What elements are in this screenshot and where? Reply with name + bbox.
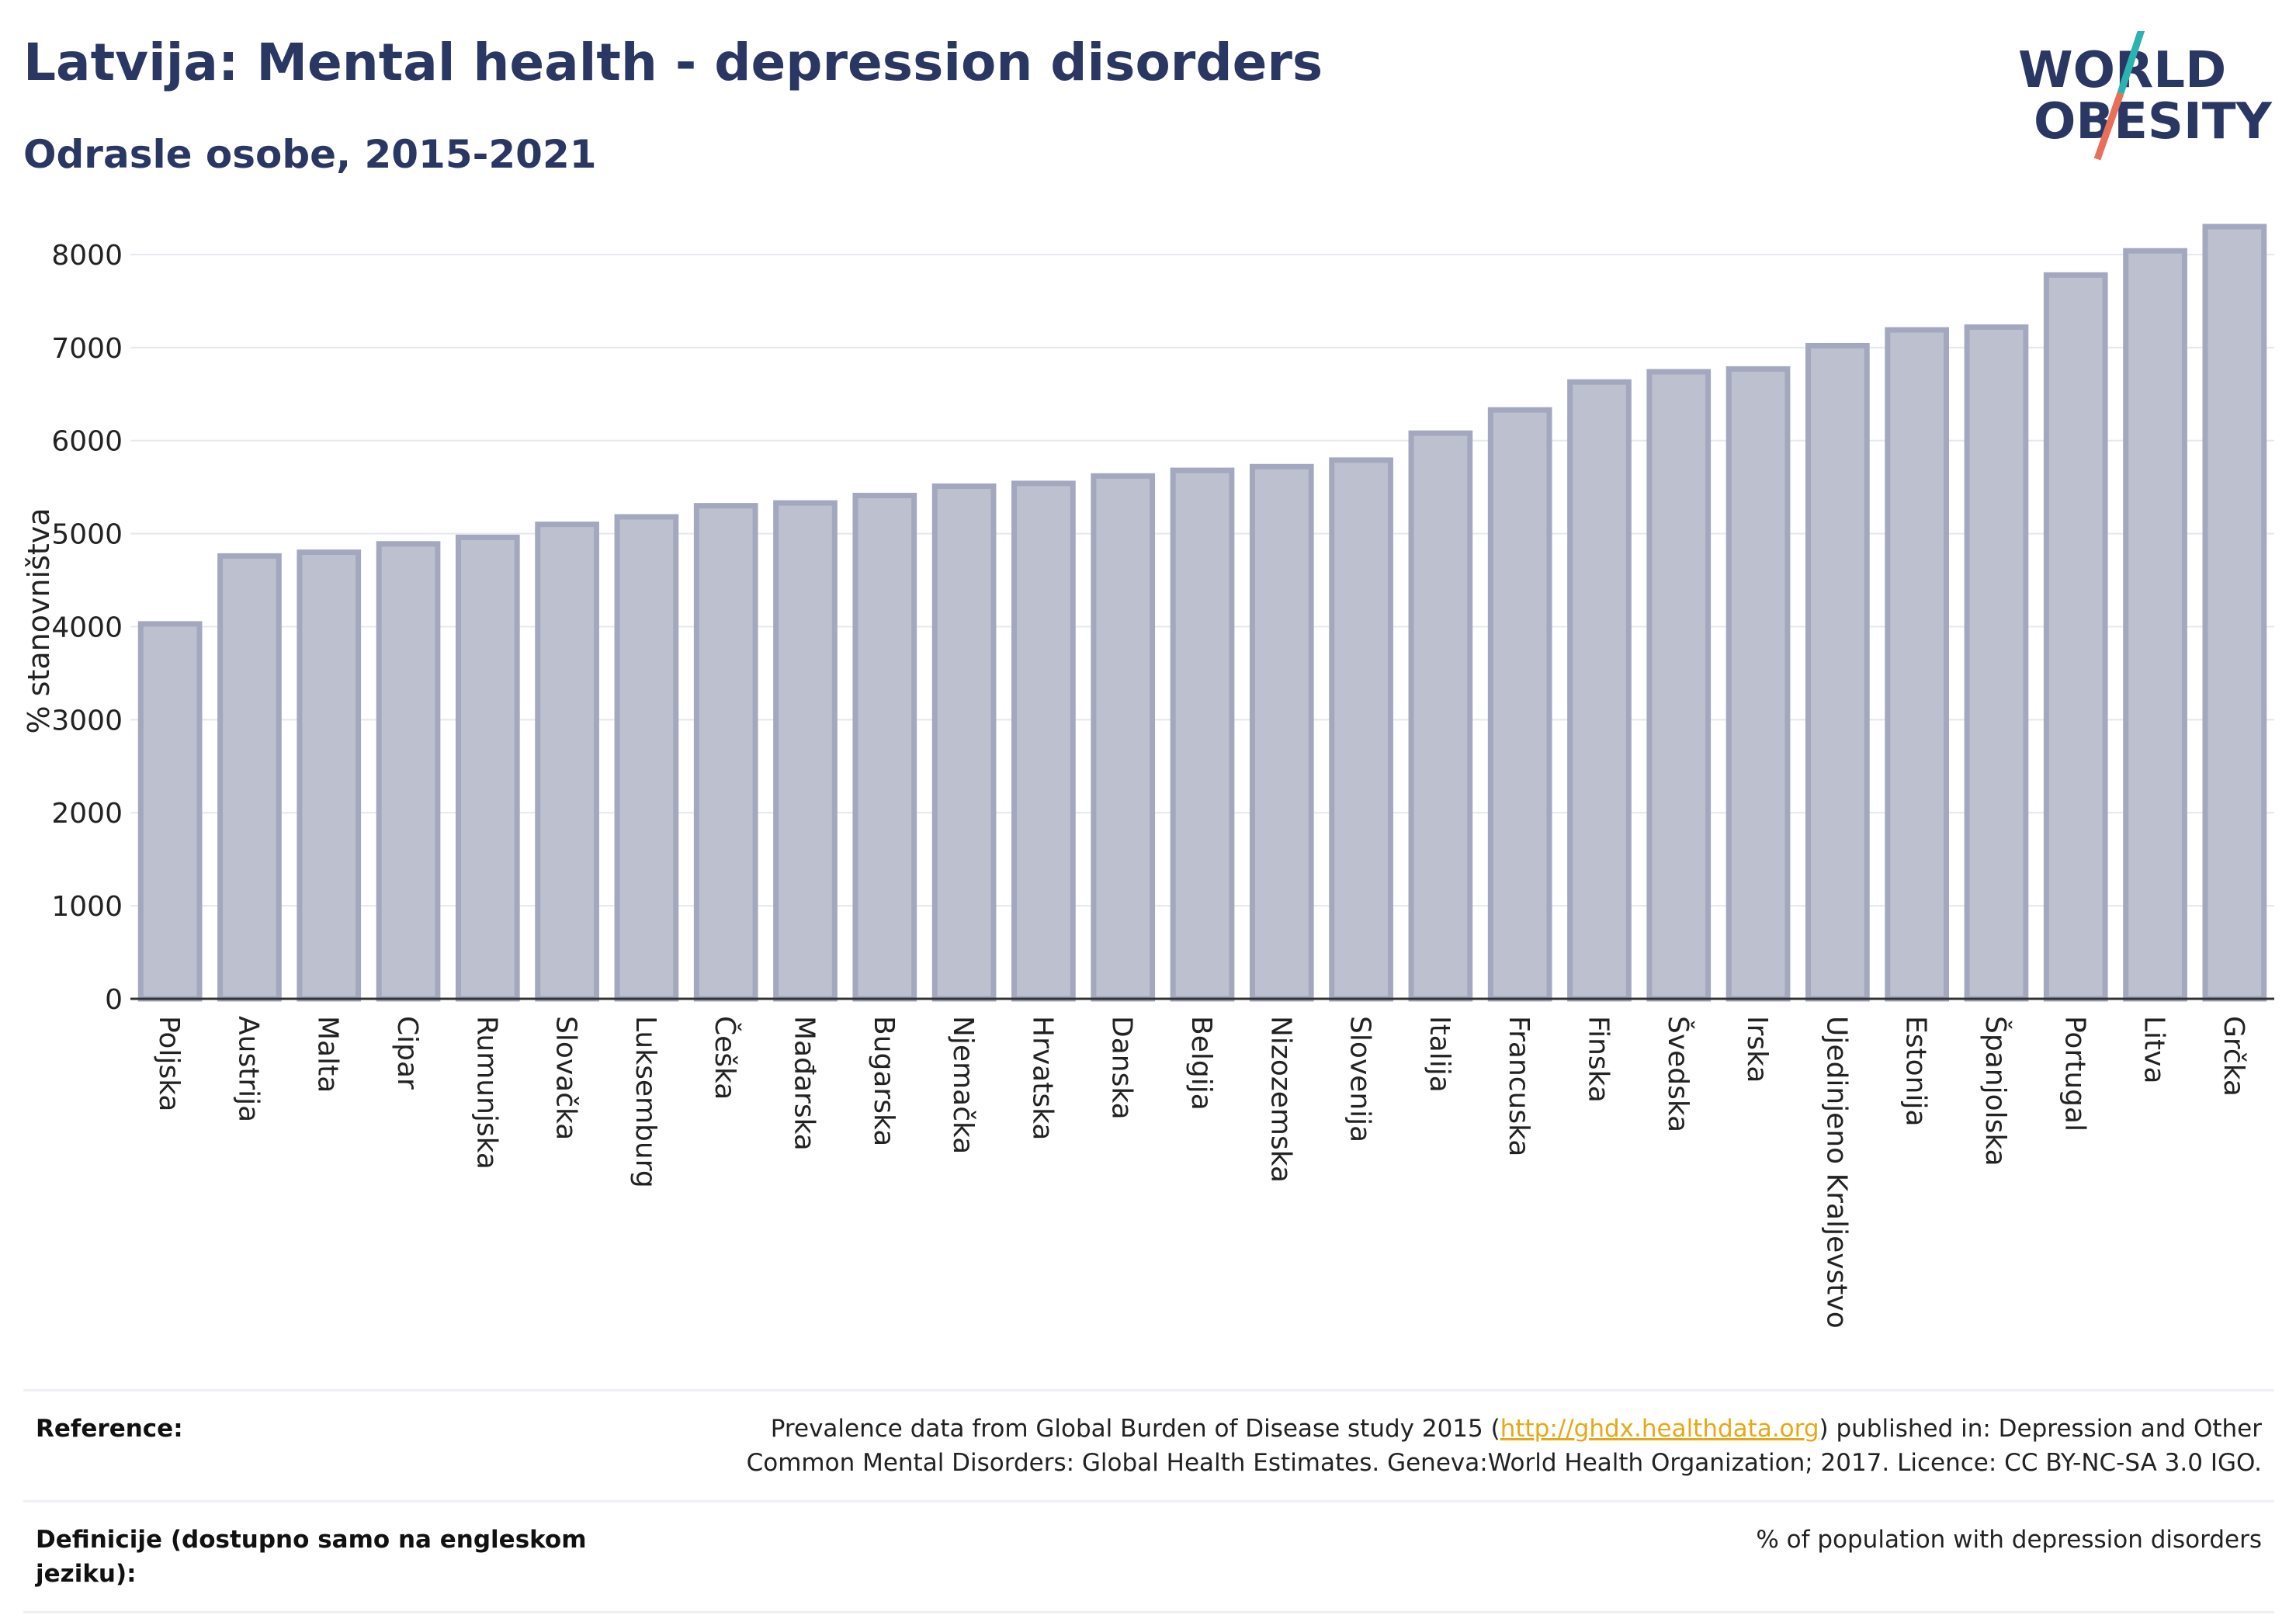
divider (23, 1500, 2274, 1502)
x-tick-label: Poljska (153, 1016, 185, 1112)
bar (1011, 480, 1076, 1002)
reference-table: Reference: Prevalence data from Global B… (23, 1389, 2274, 1613)
x-tick-label: Hrvatska (1026, 1016, 1058, 1140)
reference-label: Reference: (36, 1415, 183, 1443)
y-tick-label: 5000 (51, 519, 123, 551)
x-tick-label: Grčka (2218, 1016, 2249, 1097)
bar (1329, 457, 1393, 1002)
y-tick-label: 0 (105, 984, 123, 1016)
x-tick-label: Njemačka (947, 1016, 979, 1154)
bar (376, 541, 441, 1002)
x-tick-label: Španjolska (1979, 1016, 2012, 1166)
chart-title: Latvija: Mental health - depression diso… (23, 33, 1323, 92)
x-tick-label: Luksemburg (629, 1016, 661, 1188)
bar (1646, 369, 1712, 1002)
bar (2123, 248, 2187, 1002)
y-tick-label: 6000 (51, 426, 123, 458)
reference-text-before: Prevalence data from Global Burden of Di… (770, 1415, 1500, 1443)
world-obesity-logo: WORLD OBESITY (2018, 31, 2272, 161)
x-tick-label: Danska (1106, 1016, 1138, 1120)
x-tick-label: Švedska (1662, 1016, 1694, 1132)
x-tick-label: Nizozemska (1264, 1016, 1296, 1183)
bar (455, 534, 520, 1002)
bar (931, 483, 997, 1002)
x-tick-label: Ujedinjeno Kraljevstvo (1820, 1016, 1852, 1329)
bar (137, 621, 203, 1002)
x-tick-label: Slovenija (1344, 1016, 1376, 1142)
x-tick-label: Litva (2138, 1016, 2170, 1084)
x-tick-label: Češka (709, 1016, 741, 1100)
y-tick-label: 4000 (51, 612, 123, 643)
x-tick-label: Francuska (1503, 1016, 1535, 1156)
x-tick-label: Finska (1582, 1016, 1614, 1103)
divider (23, 1611, 2274, 1613)
bar (535, 522, 599, 1002)
bar (1964, 324, 2029, 1002)
bar (1170, 467, 1235, 1002)
reference-text-after: ) published in: Depression and Other Com… (746, 1415, 2262, 1477)
reference-link[interactable]: http://ghdx.healthdata.org (1500, 1415, 1819, 1443)
x-tick-label: Portugal (2058, 1016, 2090, 1132)
definition-label: Definicije (dostupno samo na engleskom j… (36, 1526, 587, 1588)
bar (693, 503, 758, 1002)
bar (1885, 327, 1950, 1002)
bar (1091, 473, 1156, 1002)
x-tick-label: Austrija (232, 1016, 264, 1122)
bar-chart: 0 1000 2000 3000 4000 5000 6000 7000 8000 Poljska… (51, 224, 2274, 1329)
x-tick-label: Italija (1424, 1016, 1455, 1093)
bar (2043, 272, 2108, 1002)
x-tick-label: Cipar (391, 1016, 423, 1090)
x-tick-label: Malta (312, 1016, 344, 1093)
x-tick-label: Slovačka (550, 1016, 582, 1140)
x-tick-label: Belgija (1185, 1016, 1217, 1111)
y-tick-label: 1000 (51, 891, 123, 923)
bar (1408, 430, 1473, 1002)
y-tick-label: 8000 (51, 240, 123, 272)
bar (1805, 342, 1870, 1002)
y-axis-label: % stanovništva (22, 508, 56, 734)
definition-row: Definicije (dostupno samo na engleskom j… (23, 1502, 2274, 1611)
bar (773, 500, 838, 1002)
bar (1567, 379, 1632, 1002)
divider (23, 1389, 2274, 1392)
y-tick-label: 3000 (51, 705, 123, 736)
logo-slash-teal (2117, 31, 2145, 95)
bar (297, 549, 362, 1002)
logo-slash-coral (2093, 92, 2124, 161)
reference-row: Reference: Prevalence data from Global B… (23, 1392, 2274, 1500)
definition-text: % of population with depression disorder… (1756, 1526, 2262, 1554)
reference-text: Prevalence data from Global Burden of Di… (663, 1412, 2262, 1480)
y-tick-label: 2000 (51, 798, 123, 830)
bar (1249, 463, 1314, 1002)
bar (217, 553, 282, 1002)
chart-subtitle: Odrasle osobe, 2015-2021 (23, 132, 597, 177)
bar (1725, 366, 1791, 1002)
y-tick-label: 7000 (51, 333, 123, 365)
x-tick-label: Bugarska (868, 1016, 900, 1146)
x-tick-label: Estonija (1900, 1016, 1932, 1127)
logo-text-obesity: OBESITY (2034, 93, 2272, 151)
bar (2202, 224, 2267, 1002)
x-tick-label: Mađarska (789, 1016, 820, 1151)
bar (614, 514, 679, 1002)
bar (1487, 407, 1552, 1002)
bar (852, 492, 917, 1002)
x-tick-label: Rumunjska (470, 1016, 502, 1170)
x-tick-label: Irska (1741, 1016, 1773, 1083)
